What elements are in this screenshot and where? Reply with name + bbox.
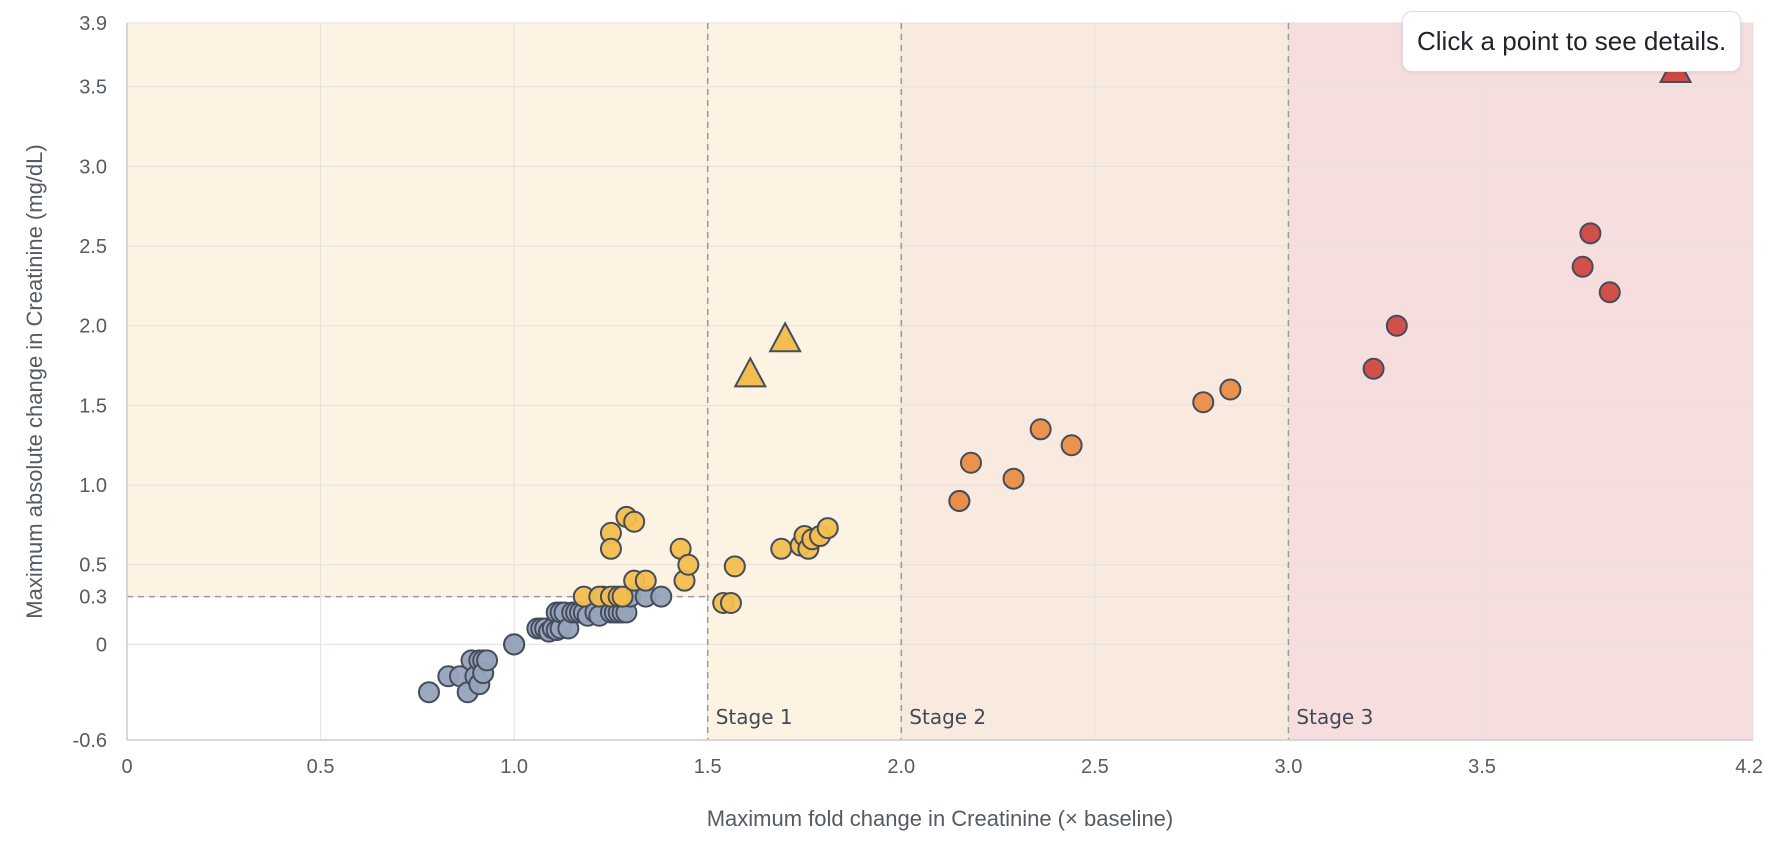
data-point-stage1[interactable] bbox=[677, 553, 700, 576]
x-tick-label: 3.0 bbox=[1275, 756, 1303, 778]
threshold-layer bbox=[127, 23, 1290, 740]
hint-tooltip: Click a point to see details. bbox=[1402, 11, 1742, 72]
data-point-none[interactable] bbox=[650, 585, 673, 608]
data-point-stage1[interactable] bbox=[611, 585, 634, 608]
stage-2-label: Stage 2 bbox=[909, 705, 986, 729]
data-point-none[interactable] bbox=[503, 633, 526, 656]
data-point-stage3[interactable] bbox=[1598, 281, 1621, 304]
y-tick-label: 0.3 bbox=[79, 587, 107, 609]
data-point-stage3[interactable] bbox=[1571, 255, 1594, 278]
grid-layer bbox=[126, 22, 1754, 741]
stage-1-bg-fold bbox=[707, 23, 902, 740]
data-point-layer bbox=[417, 51, 1693, 704]
y-axis-title: Maximum absolute change in Creatinine (m… bbox=[22, 144, 47, 618]
data-point-stage1[interactable] bbox=[623, 510, 646, 533]
y-tick-label: 0.5 bbox=[79, 555, 107, 577]
data-point-stage3[interactable] bbox=[1385, 314, 1408, 337]
stage-3-bg bbox=[1288, 23, 1753, 740]
data-point-none[interactable] bbox=[417, 681, 440, 704]
y-tick-label: 1.5 bbox=[79, 395, 107, 417]
data-point-stage1[interactable] bbox=[816, 517, 839, 540]
y-tick-label: 2.5 bbox=[79, 236, 107, 258]
data-point-stage3[interactable] bbox=[1362, 357, 1385, 380]
hint-text: Click a point to see details. bbox=[1417, 26, 1727, 56]
x-tick-label: 3.5 bbox=[1468, 756, 1496, 778]
y-tick-label: 3.9 bbox=[79, 13, 107, 35]
data-point-triangle-stage1[interactable] bbox=[768, 321, 802, 353]
data-point-stage1[interactable] bbox=[719, 591, 742, 614]
data-point-stage2[interactable] bbox=[1002, 467, 1025, 490]
stage-background-layer bbox=[127, 23, 1753, 740]
axis-layer bbox=[126, 23, 1753, 741]
y-tick-label: -0.6 bbox=[73, 730, 107, 752]
stage-1-label: Stage 1 bbox=[716, 705, 793, 729]
x-tick-label: 2.5 bbox=[1081, 756, 1109, 778]
data-point-stage3[interactable] bbox=[1579, 222, 1602, 245]
data-point-stage1[interactable] bbox=[723, 555, 746, 578]
x-tick-label: 0.5 bbox=[307, 756, 335, 778]
data-point-triangle-stage1[interactable] bbox=[733, 356, 767, 388]
x-tick-label: 1.0 bbox=[500, 756, 528, 778]
data-point-stage2[interactable] bbox=[1029, 418, 1052, 441]
x-axis-title: Maximum fold change in Creatinine (× bas… bbox=[707, 806, 1174, 831]
data-point-stage2[interactable] bbox=[1219, 378, 1242, 401]
y-tick-label: 1.0 bbox=[79, 475, 107, 497]
x-tick-label: 1.5 bbox=[694, 756, 722, 778]
data-point-stage2[interactable] bbox=[1192, 391, 1215, 414]
data-point-stage1[interactable] bbox=[770, 537, 793, 560]
data-point-stage2[interactable] bbox=[948, 490, 971, 512]
tick-label-layer: 0 0.5 1.0 1.5 2.0 2.5 3.0 3.5 4.2 -0.6 0 0.3 0.5 1.0 1… bbox=[73, 13, 1763, 778]
stage-label-layer: Stage 1 Stage 2 Stage 3 bbox=[716, 705, 1374, 729]
data-point-stage1[interactable] bbox=[599, 537, 622, 560]
data-point-stage1[interactable] bbox=[634, 569, 657, 592]
x-tick-label: 0 bbox=[121, 756, 132, 778]
data-point-none[interactable] bbox=[476, 649, 499, 672]
x-tick-label: 2.0 bbox=[887, 756, 915, 778]
y-tick-label: 2.0 bbox=[79, 316, 107, 338]
data-point-stage2[interactable] bbox=[1060, 434, 1083, 457]
y-tick-label: 0 bbox=[96, 634, 107, 656]
x-tick-label: 4.2 bbox=[1735, 756, 1763, 778]
y-tick-label: 3.5 bbox=[79, 77, 107, 99]
y-tick-label: 3.0 bbox=[79, 156, 107, 178]
stage-3-label: Stage 3 bbox=[1296, 705, 1373, 729]
data-point-stage2[interactable] bbox=[959, 451, 982, 474]
